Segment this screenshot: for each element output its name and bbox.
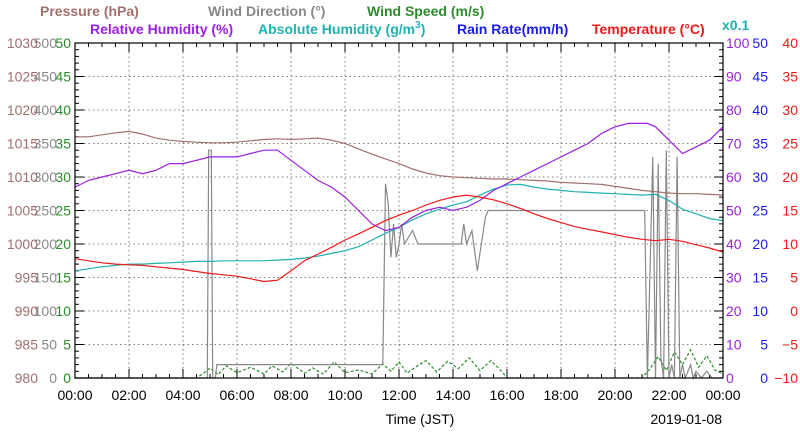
y-tick-label-pressure: 1010 xyxy=(7,169,38,185)
y-tick-label-rain-rate: 35 xyxy=(752,136,768,152)
y-tick-label-wind-speed: 5 xyxy=(63,337,71,353)
y-tick-label-pressure: 990 xyxy=(15,303,39,319)
y-tick-label-rain-rate: 5 xyxy=(760,337,768,353)
y-tick-label-relative-humidity: 20 xyxy=(726,303,742,319)
x-tick-label: 12:00 xyxy=(381,387,416,403)
y-tick-label-temperature: 25 xyxy=(782,136,798,152)
y-tick-label-rain-rate: 40 xyxy=(752,102,768,118)
x-tick-label: 06:00 xyxy=(219,387,254,403)
series-line-wind-speed xyxy=(75,348,724,379)
legend-pressure: Pressure (hPa) xyxy=(40,3,139,19)
x-tick-label: 00:00 xyxy=(705,387,740,403)
y-tick-label-rain-rate: 20 xyxy=(752,236,768,252)
x-tick-label: 10:00 xyxy=(327,387,362,403)
x-tick-label: 18:00 xyxy=(543,387,578,403)
y-tick-label-pressure: 1015 xyxy=(7,136,38,152)
legend-absolute-humidity: Absolute Humidity (g/m3) xyxy=(258,20,425,37)
x-axis-label: Time (JST) xyxy=(386,411,455,427)
y-tick-label-temperature: 30 xyxy=(782,102,798,118)
y-tick-label-pressure: 985 xyxy=(15,337,39,353)
x-tick-label: 00:00 xyxy=(57,387,92,403)
y-tick-label-wind-direction: 50 xyxy=(41,337,57,353)
series-line-temperature xyxy=(74,194,724,283)
y-tick-label-rain-rate: 10 xyxy=(752,303,768,319)
y-tick-label-pressure: 1020 xyxy=(7,102,38,118)
y-tick-label-wind-direction: 100 xyxy=(34,303,58,319)
y-tick-label-wind-speed: 50 xyxy=(55,35,71,51)
y-tick-label-rain-rate: 0 xyxy=(760,370,768,386)
y-tick-label-pressure: 1030 xyxy=(7,35,38,51)
y-tick-label-wind-speed: 45 xyxy=(55,69,71,85)
x-tick-label: 20:00 xyxy=(597,387,632,403)
y-tick-label-temperature: 5 xyxy=(790,270,798,286)
y-tick-label-wind-speed: 40 xyxy=(55,102,71,118)
y-tick-label-temperature: −10 xyxy=(774,370,798,386)
y-tick-label-relative-humidity: 0 xyxy=(726,370,734,386)
legend-scale-note: x0.1 xyxy=(722,17,749,33)
y-tick-label-temperature: 0 xyxy=(790,303,798,319)
legend-relative-humidity: Relative Humidity (%) xyxy=(90,21,233,37)
y-tick-label-relative-humidity: 40 xyxy=(726,236,742,252)
y-tick-label-relative-humidity: 60 xyxy=(726,169,742,185)
y-tick-label-rain-rate: 50 xyxy=(752,35,768,51)
y-tick-label-wind-speed: 25 xyxy=(55,203,71,219)
legend-temperature: Temperature (°C) xyxy=(592,21,705,37)
y-tick-label-pressure: 980 xyxy=(15,370,39,386)
y-tick-label-wind-direction: 150 xyxy=(34,270,58,286)
y-tick-label-temperature: 40 xyxy=(782,35,798,51)
y-tick-label-wind-speed: 20 xyxy=(55,236,71,252)
y-tick-label-rain-rate: 30 xyxy=(752,169,768,185)
y-tick-label-wind-direction: 0 xyxy=(49,370,57,386)
y-tick-label-wind-speed: 35 xyxy=(55,136,71,152)
y-tick-label-relative-humidity: 90 xyxy=(726,69,742,85)
x-tick-label: 16:00 xyxy=(489,387,524,403)
y-tick-label-rain-rate: 15 xyxy=(752,270,768,286)
y-tick-label-temperature: 35 xyxy=(782,69,798,85)
y-tick-label-wind-speed: 10 xyxy=(55,303,71,319)
y-tick-label-wind-speed: 30 xyxy=(55,169,71,185)
y-tick-label-temperature: −5 xyxy=(782,337,798,353)
y-tick-label-wind-direction: 450 xyxy=(34,69,58,85)
y-tick-label-wind-direction: 250 xyxy=(34,203,58,219)
y-tick-label-pressure: 1025 xyxy=(7,69,38,85)
y-tick-label-pressure: 1000 xyxy=(7,236,38,252)
y-tick-label-wind-direction: 400 xyxy=(34,102,58,118)
series-line-relative-humidity xyxy=(74,122,724,232)
legend-wind-speed: Wind Speed (m/s) xyxy=(367,3,484,19)
y-tick-label-temperature: 15 xyxy=(782,203,798,219)
plot-frame xyxy=(74,42,724,379)
legend-rain-rate: Rain Rate(mm/h) xyxy=(457,21,568,37)
series-line-pressure xyxy=(75,130,724,196)
y-tick-label-pressure: 1005 xyxy=(7,203,38,219)
x-tick-label: 02:00 xyxy=(111,387,146,403)
y-tick-label-relative-humidity: 70 xyxy=(726,136,742,152)
x-tick-label: 22:00 xyxy=(651,387,686,403)
y-tick-label-relative-humidity: 10 xyxy=(726,337,742,353)
y-tick-label-wind-direction: 200 xyxy=(34,236,58,252)
y-tick-label-rain-rate: 25 xyxy=(752,203,768,219)
x-tick-label: 08:00 xyxy=(273,387,308,403)
y-tick-label-temperature: 20 xyxy=(782,169,798,185)
y-tick-label-temperature: 10 xyxy=(782,236,798,252)
y-tick-label-relative-humidity: 30 xyxy=(726,270,742,286)
y-tick-label-wind-direction: 300 xyxy=(34,169,58,185)
x-tick-label: 14:00 xyxy=(435,387,470,403)
y-tick-label-relative-humidity: 50 xyxy=(726,203,742,219)
series-line-wind-direction xyxy=(75,149,723,381)
y-tick-label-rain-rate: 45 xyxy=(752,69,768,85)
y-tick-label-wind-speed: 15 xyxy=(55,270,71,286)
y-tick-label-pressure: 995 xyxy=(15,270,39,286)
y-tick-label-relative-humidity: 100 xyxy=(726,35,750,51)
x-tick-label: 04:00 xyxy=(165,387,200,403)
y-tick-label-wind-speed: 0 xyxy=(63,370,71,386)
y-tick-label-wind-direction: 350 xyxy=(34,136,58,152)
legend-wind-direction: Wind Direction (°) xyxy=(208,3,325,19)
y-tick-label-wind-direction: 500 xyxy=(34,35,58,51)
date-label: 2019-01-08 xyxy=(650,411,722,427)
y-tick-label-relative-humidity: 80 xyxy=(726,102,742,118)
